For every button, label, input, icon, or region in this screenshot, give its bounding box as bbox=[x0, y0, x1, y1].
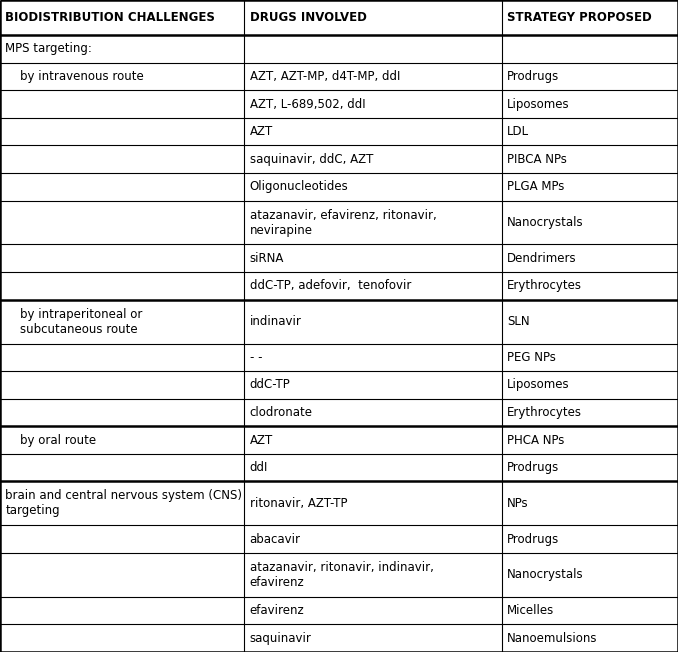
Text: by intraperitoneal or
    subcutaneous route: by intraperitoneal or subcutaneous route bbox=[5, 308, 143, 336]
Text: ddC-TP: ddC-TP bbox=[250, 378, 290, 391]
Text: AZT: AZT bbox=[250, 434, 273, 447]
Text: saquinavir: saquinavir bbox=[250, 632, 311, 645]
Text: by intravenous route: by intravenous route bbox=[5, 70, 144, 83]
Text: PEG NPs: PEG NPs bbox=[507, 351, 556, 364]
Text: BIODISTRIBUTION CHALLENGES: BIODISTRIBUTION CHALLENGES bbox=[5, 11, 216, 24]
Text: SLN: SLN bbox=[507, 315, 530, 328]
Text: Erythrocytes: Erythrocytes bbox=[507, 406, 582, 419]
Text: LDL: LDL bbox=[507, 125, 530, 138]
Text: PIBCA NPs: PIBCA NPs bbox=[507, 153, 567, 166]
Text: Nanocrystals: Nanocrystals bbox=[507, 216, 584, 229]
Text: ddI: ddI bbox=[250, 461, 268, 474]
Text: Oligonucleotides: Oligonucleotides bbox=[250, 181, 348, 194]
Text: ritonavir, AZT-TP: ritonavir, AZT-TP bbox=[250, 497, 347, 510]
Text: atazanavir, ritonavir, indinavir,
efavirenz: atazanavir, ritonavir, indinavir, efavir… bbox=[250, 561, 433, 589]
Text: AZT: AZT bbox=[250, 125, 273, 138]
Text: Nanoemulsions: Nanoemulsions bbox=[507, 632, 597, 645]
Text: PHCA NPs: PHCA NPs bbox=[507, 434, 565, 447]
Text: Liposomes: Liposomes bbox=[507, 378, 570, 391]
Text: - -: - - bbox=[250, 351, 262, 364]
Text: Prodrugs: Prodrugs bbox=[507, 533, 559, 546]
Text: Prodrugs: Prodrugs bbox=[507, 70, 559, 83]
Text: ddC-TP, adefovir,  tenofovir: ddC-TP, adefovir, tenofovir bbox=[250, 279, 411, 292]
Text: Dendrimers: Dendrimers bbox=[507, 252, 577, 265]
Text: Nanocrystals: Nanocrystals bbox=[507, 569, 584, 582]
Text: AZT, AZT-MP, d4T-MP, ddI: AZT, AZT-MP, d4T-MP, ddI bbox=[250, 70, 400, 83]
Text: MPS targeting:: MPS targeting: bbox=[5, 42, 92, 55]
Text: siRNA: siRNA bbox=[250, 252, 284, 265]
Text: DRUGS INVOLVED: DRUGS INVOLVED bbox=[250, 11, 366, 24]
Text: Erythrocytes: Erythrocytes bbox=[507, 279, 582, 292]
Text: clodronate: clodronate bbox=[250, 406, 313, 419]
Text: NPs: NPs bbox=[507, 497, 529, 510]
Text: PLGA MPs: PLGA MPs bbox=[507, 181, 565, 194]
Text: abacavir: abacavir bbox=[250, 533, 300, 546]
Text: by oral route: by oral route bbox=[5, 434, 96, 447]
Text: saquinavir, ddC, AZT: saquinavir, ddC, AZT bbox=[250, 153, 373, 166]
Text: indinavir: indinavir bbox=[250, 315, 302, 328]
Text: atazanavir, efavirenz, ritonavir,
nevirapine: atazanavir, efavirenz, ritonavir, nevira… bbox=[250, 209, 436, 237]
Text: AZT, L-689,502, ddI: AZT, L-689,502, ddI bbox=[250, 98, 365, 111]
Text: brain and central nervous system (CNS)
targeting: brain and central nervous system (CNS) t… bbox=[5, 490, 243, 518]
Text: Liposomes: Liposomes bbox=[507, 98, 570, 111]
Text: STRATEGY PROPOSED: STRATEGY PROPOSED bbox=[507, 11, 652, 24]
Text: Prodrugs: Prodrugs bbox=[507, 461, 559, 474]
Text: Micelles: Micelles bbox=[507, 604, 555, 617]
Text: efavirenz: efavirenz bbox=[250, 604, 304, 617]
